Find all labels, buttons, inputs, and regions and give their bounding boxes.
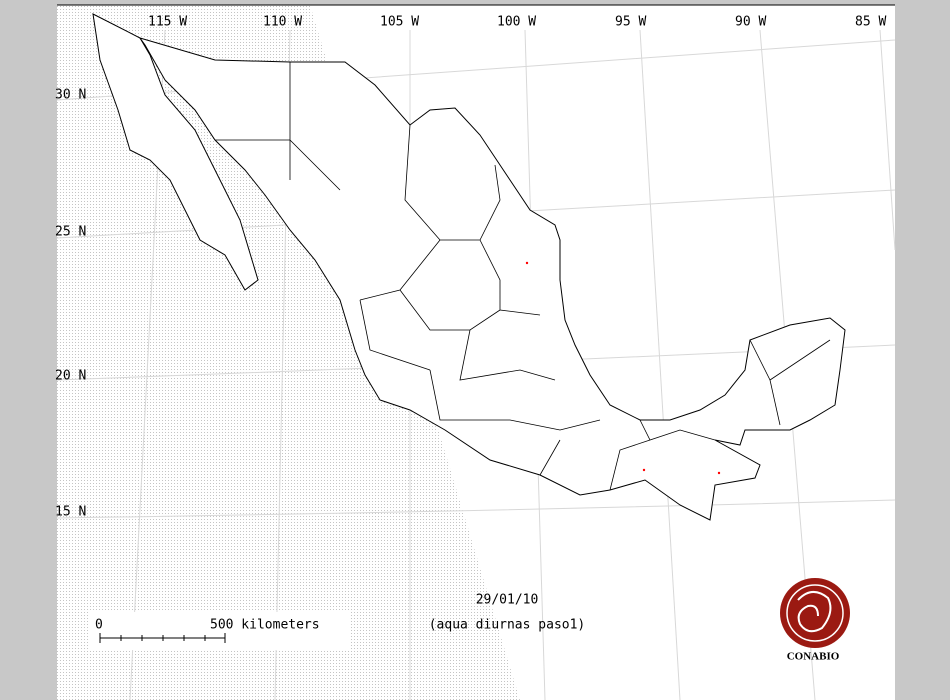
- scale-end: 500 kilometers: [210, 618, 320, 633]
- latitude-label: 15 N: [55, 505, 86, 520]
- fire-point: [642, 468, 646, 472]
- latitude-label: 20 N: [55, 369, 86, 384]
- longitude-label: 85 W: [855, 15, 886, 30]
- fire-point: [525, 261, 529, 265]
- latitude-label: 25 N: [55, 225, 86, 240]
- longitude-label: 90 W: [735, 15, 766, 30]
- baja-california: [92, 13, 259, 291]
- scale-bar-box: [90, 612, 350, 650]
- mainland: [138, 37, 846, 521]
- logo-text: CONABIO: [787, 651, 840, 663]
- longitude-label: 95 W: [615, 15, 646, 30]
- scale-bar: [99, 633, 226, 643]
- state-borders: [215, 62, 831, 491]
- longitude-label: 110 W: [263, 15, 302, 30]
- caption: (aqua diurnas paso1): [429, 618, 586, 633]
- logo: CONABIO: [780, 578, 850, 663]
- latitude-labels: 30 N 25 N 20 N 15 N: [55, 88, 86, 520]
- mexico: [92, 13, 846, 521]
- scale-start: 0: [95, 618, 103, 633]
- latitude-label: 30 N: [55, 88, 86, 103]
- fire-point: [717, 471, 721, 475]
- longitude-labels: 115 W 110 W 105 W 100 W 95 W 90 W 85 W: [148, 15, 886, 30]
- longitude-label: 100 W: [497, 15, 536, 30]
- longitude-label: 105 W: [380, 15, 419, 30]
- date: 29/01/10: [476, 593, 539, 608]
- longitude-label: 115 W: [148, 15, 187, 30]
